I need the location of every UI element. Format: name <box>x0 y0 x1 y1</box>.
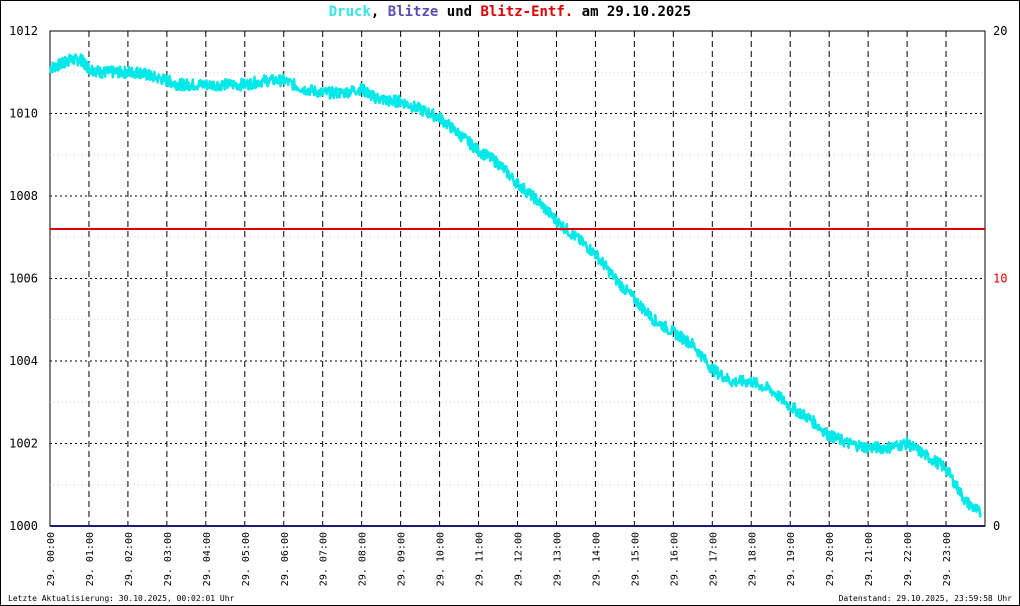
title-separator-2: und <box>438 4 481 20</box>
title-date: am 29.10.2025 <box>573 4 692 20</box>
data-timestamp-text: Datenstand: 29.10.2025, 23:59:58 Uhr <box>838 594 1012 603</box>
x-tick-label: 29. 15:00 <box>630 532 641 586</box>
x-tick-label: 29. 05:00 <box>241 532 252 586</box>
y-tick-label-left: 1004 <box>9 354 38 368</box>
series-line-druck <box>48 53 982 518</box>
x-tick-label: 29. 18:00 <box>747 532 758 586</box>
x-tick-label: 29. 04:00 <box>202 532 213 586</box>
y-tick-label-right: 0 <box>993 519 1000 533</box>
x-tick-label: 29. 13:00 <box>552 532 563 586</box>
x-tick-label: 29. 12:00 <box>514 532 525 586</box>
y-tick-label-right: 10 <box>993 272 1007 286</box>
y-tick-label-left: 1008 <box>9 189 38 203</box>
title-blitze: Blitze <box>387 4 439 20</box>
x-tick-label: 29. 16:00 <box>669 532 680 586</box>
title-druck: Druck <box>328 4 371 20</box>
x-tick-label: 29. 02:00 <box>124 532 135 586</box>
x-tick-label: 29. 11:00 <box>475 532 486 586</box>
y-tick-label-left: 1010 <box>9 107 38 121</box>
x-tick-label: 29. 19:00 <box>786 532 797 586</box>
x-tick-label: 29. 09:00 <box>397 532 408 586</box>
x-tick-label: 29. 00:00 <box>46 532 57 586</box>
x-tick-label: 29. 10:00 <box>436 532 447 586</box>
x-tick-label: 29. 20:00 <box>825 532 836 586</box>
title-separator-1: , <box>370 4 388 20</box>
y-tick-label-left: 1000 <box>9 519 38 533</box>
x-tick-label: 29. 01:00 <box>85 532 96 586</box>
y-tick-label-left: 1002 <box>9 437 38 451</box>
x-tick-label: 29. 21:00 <box>864 532 875 586</box>
y-tick-label-left: 1006 <box>9 272 38 286</box>
x-tick-label: 29. 23:00 <box>942 532 953 586</box>
x-tick-label: 29. 07:00 <box>319 532 330 586</box>
last-update-text: Letzte Aktualisierung: 30.10.2025, 00:02… <box>8 594 235 603</box>
x-tick-label: 29. 06:00 <box>280 532 291 586</box>
x-tick-label: 29. 17:00 <box>708 532 719 586</box>
x-tick-label: 29. 08:00 <box>358 532 369 586</box>
y-tick-label-right: 20 <box>993 24 1007 38</box>
title-blitz-entf: Blitz-Entf. <box>480 4 574 20</box>
x-tick-label: 29. 03:00 <box>163 532 174 586</box>
x-tick-label: 29. 14:00 <box>591 532 602 586</box>
y-tick-label-left: 1012 <box>9 24 38 38</box>
chart-title: Druck, Blitze und Blitz-Entf. am 29.10.2… <box>0 4 1020 20</box>
x-tick-label: 29. 22:00 <box>903 532 914 586</box>
